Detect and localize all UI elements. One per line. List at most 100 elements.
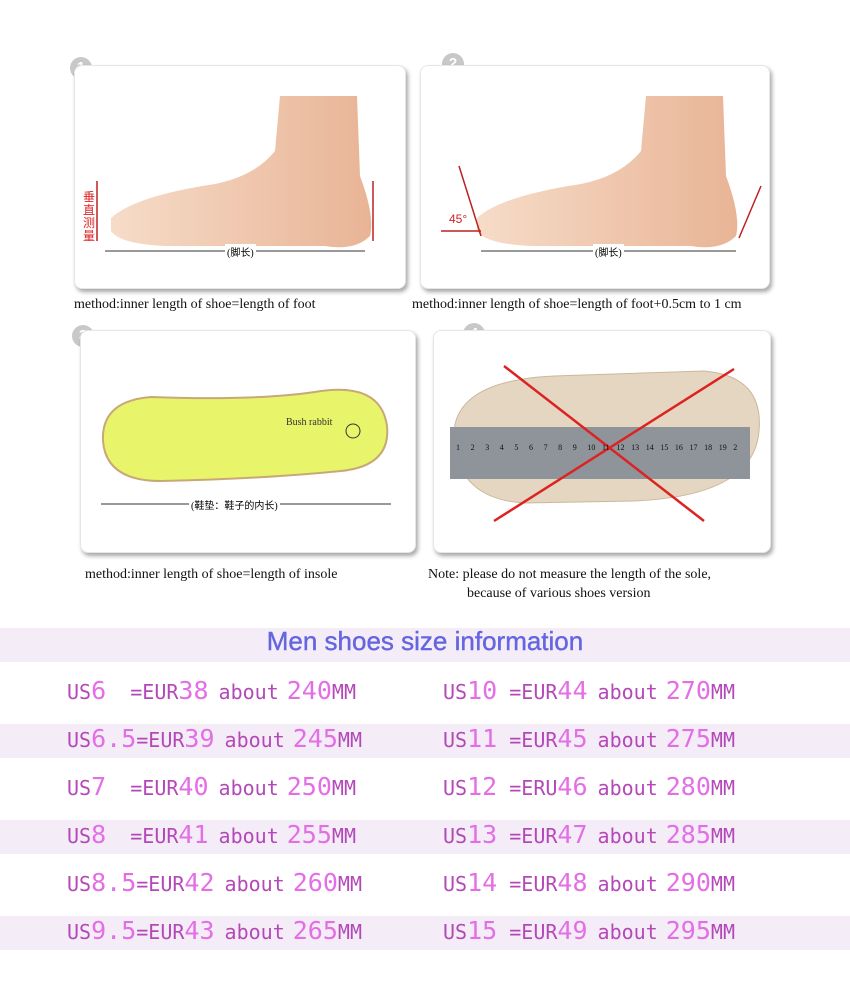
us-prefix: US <box>67 680 92 704</box>
ruler-number: 17 <box>689 443 698 452</box>
size-entry: US8 =EUR41 about 255MM <box>67 820 356 849</box>
size-unit: MM <box>710 776 735 800</box>
size-entry: US10 =EUR44 about 270MM <box>443 676 735 705</box>
ruler-number: 16 <box>674 443 683 452</box>
us-prefix: US <box>443 872 468 896</box>
row-band <box>0 916 850 950</box>
size-eur-label: =EUR <box>509 680 558 704</box>
ruler-number: 1 <box>456 443 460 452</box>
ruler-number: 10 <box>587 443 596 452</box>
size-entry: US13 =EUR47 about 285MM <box>443 820 735 849</box>
ruler-number: 5 <box>514 443 519 452</box>
size-unit: MM <box>337 920 362 944</box>
step-caption: Note: please do not measure the length o… <box>428 567 712 582</box>
size-eur: 41 <box>178 820 209 849</box>
size-entry: US9.5=EUR43 about 265MM <box>67 916 362 945</box>
size-entry: US14 =EUR48 about 290MM <box>443 868 735 897</box>
size-eur-label: =EUR <box>509 872 558 896</box>
foot-measure-panel-1: 垂直测量 (脚长) <box>74 65 406 289</box>
size-unit: MM <box>337 728 362 752</box>
foot-measure-panel-2: 45° (脚长) <box>420 65 770 289</box>
us-prefix: US <box>443 920 468 944</box>
us-prefix: US <box>67 776 92 800</box>
size-mm: 290 <box>665 868 711 897</box>
size-about: about <box>597 680 658 704</box>
size-eur-label: =EUR <box>509 824 558 848</box>
size-mm: 250 <box>286 772 332 801</box>
us-prefix: US <box>443 680 468 704</box>
size-entry: US7 =EUR40 about 250MM <box>67 772 356 801</box>
size-eur: 44 <box>557 676 588 705</box>
insole-length-label: (鞋垫：鞋子的内长) <box>189 497 280 512</box>
size-eur: 42 <box>184 868 215 897</box>
ruler-numbers: 1 2 3 4 5 6 7 8 9 10 11 12 13 14 15 16 17 18 19 2 <box>456 443 748 452</box>
ruler-number: 19 <box>718 443 727 452</box>
size-eur-label: =ERU <box>509 776 558 800</box>
size-about: about <box>218 824 279 848</box>
size-eur: 45 <box>557 724 588 753</box>
size-unit: MM <box>710 680 735 704</box>
size-us: 6.5 <box>91 724 137 753</box>
us-prefix: US <box>67 920 92 944</box>
us-prefix: US <box>67 728 92 752</box>
size-mm: 295 <box>665 916 711 945</box>
size-entry: US12 =ERU46 about 280MM <box>443 772 735 801</box>
ruler-number: 2 <box>470 443 475 452</box>
ruler-number: 18 <box>704 443 713 452</box>
size-entry: US6.5=EUR39 about 245MM <box>67 724 362 753</box>
sole-measure-panel: 1 2 3 4 5 6 7 8 9 10 11 12 13 14 15 16 17 18 19 2 <box>433 330 771 553</box>
size-eur: 47 <box>557 820 588 849</box>
size-unit: MM <box>331 824 356 848</box>
size-eur: 48 <box>557 868 588 897</box>
size-about: about <box>224 728 285 752</box>
size-us: 10 <box>467 676 498 705</box>
ruler-number: 11 <box>601 443 610 452</box>
step-caption: method:inner length of shoe=length of in… <box>85 567 338 582</box>
size-about: about <box>224 920 285 944</box>
row-band <box>0 724 850 758</box>
size-unit: MM <box>710 872 735 896</box>
size-us: 9.5 <box>91 916 137 945</box>
size-entry: US8.5=EUR42 about 260MM <box>67 868 362 897</box>
size-mm: 275 <box>665 724 711 753</box>
size-about: about <box>597 920 658 944</box>
ruler-number: 15 <box>660 443 669 452</box>
ruler-number: 8 <box>558 443 563 452</box>
cross-mark <box>503 365 705 522</box>
size-us: 7 <box>91 772 107 801</box>
sole-illustration <box>450 365 760 523</box>
size-about: about <box>597 872 658 896</box>
size-unit: MM <box>331 776 356 800</box>
vertical-measure-label: 垂直测量 <box>83 190 96 243</box>
ruler-number: 4 <box>499 443 504 452</box>
size-unit: MM <box>337 872 362 896</box>
size-us: 8 <box>91 820 107 849</box>
size-eur-label: =EUR <box>130 680 179 704</box>
us-prefix: US <box>443 776 468 800</box>
us-prefix: US <box>443 728 468 752</box>
ruler-number: 7 <box>543 443 548 452</box>
ruler-number: 14 <box>645 443 654 452</box>
size-about: about <box>597 728 658 752</box>
ruler-number: 3 <box>485 443 490 452</box>
step-caption: because of various shoes version <box>467 586 651 601</box>
row-band <box>0 820 850 854</box>
size-about: about <box>218 776 279 800</box>
foot-length-label: (脚长) <box>225 244 256 259</box>
size-table-title: Men shoes size information <box>266 626 584 656</box>
step-caption: method:inner length of shoe=length of fo… <box>412 297 742 312</box>
size-mm: 280 <box>665 772 711 801</box>
size-eur-label: =EUR <box>509 920 558 944</box>
size-us: 11 <box>467 724 498 753</box>
size-eur-label: =EUR <box>136 728 185 752</box>
size-mm: 265 <box>292 916 338 945</box>
angle-label: 45° <box>449 212 468 226</box>
ruler-number: 9 <box>572 443 577 452</box>
size-mm: 270 <box>665 676 711 705</box>
size-sep <box>106 824 130 848</box>
size-unit: MM <box>710 824 735 848</box>
size-sep <box>497 680 509 704</box>
size-about: about <box>597 776 658 800</box>
size-us: 6 <box>91 676 107 705</box>
